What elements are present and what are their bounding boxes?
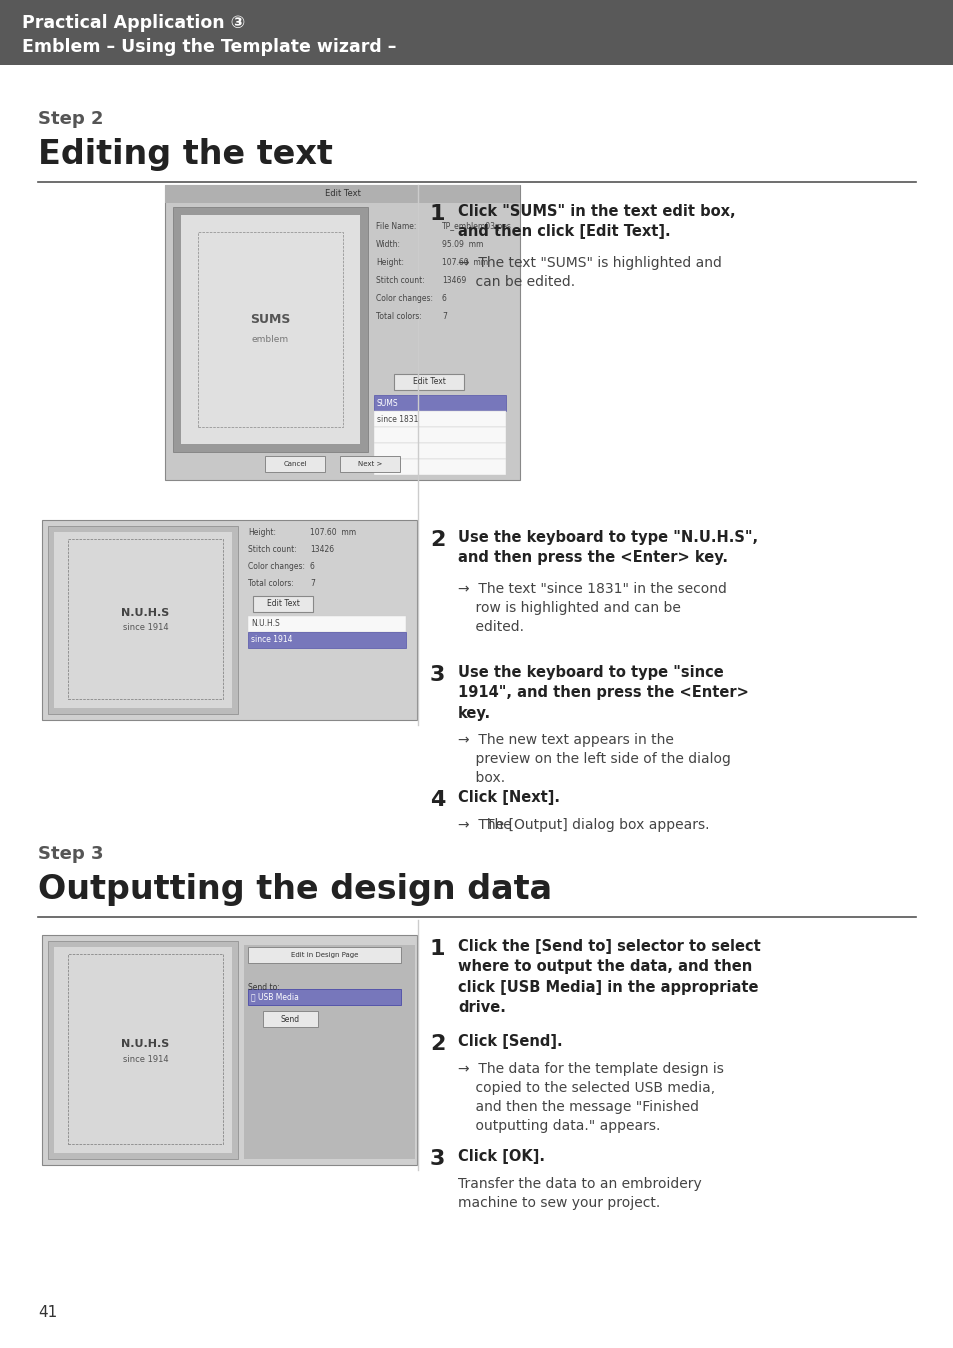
Text: 2: 2: [430, 1034, 445, 1054]
Text: 41: 41: [38, 1305, 57, 1320]
Text: N.U.H.S: N.U.H.S: [251, 620, 279, 628]
Text: Color changes:: Color changes:: [375, 294, 433, 303]
Text: Emblem – Using the Template wizard –: Emblem – Using the Template wizard –: [22, 38, 395, 57]
Bar: [374, 427, 505, 443]
Text: 107.60  mm: 107.60 mm: [441, 257, 488, 267]
Text: Practical Application ③: Practical Application ③: [22, 13, 245, 32]
Text: SUMS: SUMS: [250, 313, 291, 326]
Bar: [68, 539, 223, 700]
Text: Cancel: Cancel: [283, 461, 307, 466]
Text: →  The text "SUMS" is highlighted and
    can be edited.: → The text "SUMS" is highlighted and can…: [457, 256, 721, 288]
Bar: [165, 185, 519, 480]
Text: →  The data for the template design is
    copied to the selected USB media,
   : → The data for the template design is co…: [457, 1062, 723, 1132]
Text: 3: 3: [430, 1148, 445, 1169]
Text: Click "SUMS" in the text edit box,
and then click [Edit Text].: Click "SUMS" in the text edit box, and t…: [457, 204, 735, 240]
Text: Edit Text: Edit Text: [324, 190, 360, 198]
Text: Stitch count:: Stitch count:: [248, 545, 296, 554]
Bar: [248, 948, 400, 962]
Bar: [248, 632, 406, 648]
Text: since 1914: since 1914: [251, 635, 293, 644]
Text: Next >: Next >: [357, 461, 382, 466]
Text: SUMS: SUMS: [376, 399, 398, 407]
Text: →  The new text appears in the
    preview on the left side of the dialog
    bo: → The new text appears in the preview on…: [457, 733, 730, 785]
Text: The: The: [485, 818, 516, 832]
Text: 107.60  mm: 107.60 mm: [310, 528, 355, 537]
Text: Edit in Design Page: Edit in Design Page: [291, 952, 357, 958]
Bar: [54, 532, 232, 708]
Text: Send to:: Send to:: [248, 983, 279, 992]
Bar: [48, 941, 237, 1159]
Text: →  The [Output] dialog box appears.: → The [Output] dialog box appears.: [457, 818, 709, 832]
Text: N.U.H.S: N.U.H.S: [121, 1039, 170, 1049]
Bar: [42, 936, 416, 1165]
Text: Transfer the data to an embroidery
machine to sew your project.: Transfer the data to an embroidery machi…: [457, 1177, 701, 1211]
Text: ⎙ USB Media: ⎙ USB Media: [251, 992, 298, 1002]
Text: Editing the text: Editing the text: [38, 137, 333, 171]
Text: 13469: 13469: [441, 276, 466, 284]
Text: 3: 3: [430, 665, 445, 685]
Bar: [265, 456, 325, 472]
Text: Height:: Height:: [248, 528, 275, 537]
Text: Click the [Send to] selector to select
where to output the data, and then
click : Click the [Send to] selector to select w…: [457, 940, 760, 1015]
Text: 1: 1: [430, 204, 445, 224]
Bar: [54, 948, 232, 1153]
Bar: [172, 208, 368, 452]
Text: Step 3: Step 3: [38, 845, 103, 863]
Text: Edit Text: Edit Text: [266, 600, 299, 608]
Bar: [68, 954, 223, 1144]
Bar: [165, 185, 519, 204]
Text: Step 2: Step 2: [38, 111, 103, 128]
Text: Click [OK].: Click [OK].: [457, 1148, 544, 1165]
Text: →  The text "since 1831" in the second
    row is highlighted and can be
    edi: → The text "since 1831" in the second ro…: [457, 582, 726, 634]
Bar: [0, 0, 953, 65]
Text: Click [Send].: Click [Send].: [457, 1034, 562, 1049]
Text: Outputting the design data: Outputting the design data: [38, 874, 552, 906]
Text: Total colors:: Total colors:: [375, 311, 421, 321]
Text: N.U.H.S: N.U.H.S: [121, 608, 170, 617]
Text: 7: 7: [441, 311, 446, 321]
Bar: [339, 456, 399, 472]
Text: Use the keyboard to type "since
1914", and then press the <Enter>
key.: Use the keyboard to type "since 1914", a…: [457, 665, 748, 721]
Text: 13426: 13426: [310, 545, 334, 554]
Text: 6: 6: [310, 562, 314, 572]
Bar: [374, 460, 505, 474]
Text: Edit Text: Edit Text: [412, 377, 445, 387]
Text: 95.09  mm: 95.09 mm: [441, 240, 483, 249]
Text: Height:: Height:: [375, 257, 403, 267]
Text: since 1914: since 1914: [123, 1054, 168, 1064]
Text: Total colors:: Total colors:: [248, 580, 294, 588]
Text: since 1914: since 1914: [123, 623, 168, 631]
Text: Click [Next].: Click [Next].: [457, 790, 559, 805]
Bar: [253, 596, 313, 612]
Text: Use the keyboard to type "N.U.H.S",
and then press the <Enter> key.: Use the keyboard to type "N.U.H.S", and …: [457, 530, 758, 565]
Bar: [374, 395, 505, 411]
Text: since 1831: since 1831: [376, 414, 418, 423]
Text: 4: 4: [430, 790, 445, 810]
Bar: [248, 616, 406, 632]
Bar: [374, 411, 505, 427]
Text: TP_emblem03.pes: TP_emblem03.pes: [441, 222, 512, 231]
Text: 7: 7: [310, 580, 314, 588]
Text: Send: Send: [280, 1015, 299, 1023]
Bar: [244, 945, 415, 1159]
Text: Stitch count:: Stitch count:: [375, 276, 424, 284]
Bar: [263, 1011, 317, 1027]
Text: 2: 2: [430, 530, 445, 550]
Text: 1: 1: [430, 940, 445, 958]
Bar: [42, 520, 416, 720]
Text: Color changes:: Color changes:: [248, 562, 305, 572]
Bar: [394, 373, 463, 390]
Bar: [181, 214, 359, 443]
Bar: [48, 526, 237, 714]
Bar: [198, 232, 343, 427]
Bar: [248, 989, 400, 1006]
Text: 6: 6: [441, 294, 446, 303]
Bar: [374, 443, 505, 460]
Text: emblem: emblem: [252, 336, 289, 344]
Text: Width:: Width:: [375, 240, 400, 249]
Text: File Name:: File Name:: [375, 222, 416, 231]
